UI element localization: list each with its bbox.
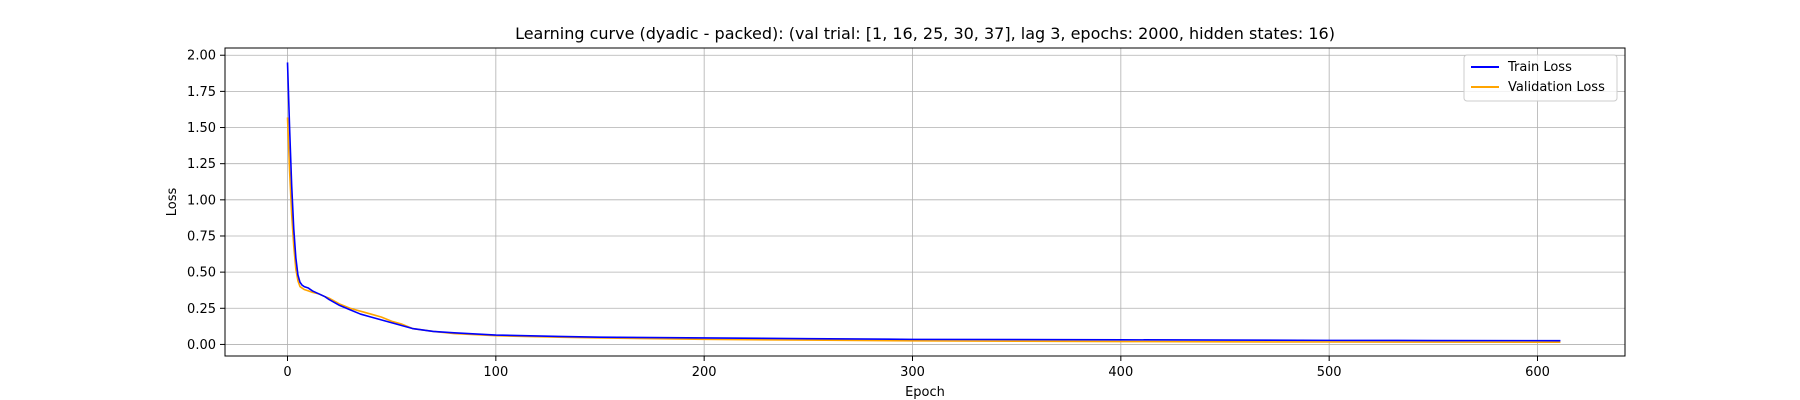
y-tick-label: 1.75 [187,85,216,100]
legend-label-validation: Validation Loss [1508,80,1605,95]
ticks-layer: 0 100 200 300 400 500 600 0.00 0.25 0.50 0.75 1.00 1… [187,49,1550,380]
grid-layer [225,48,1625,356]
y-tick-label: 2.00 [187,49,216,64]
validation-loss-line [286,117,1561,344]
y-tick-label: 0.50 [187,266,216,281]
y-tick-label: 1.00 [187,193,216,208]
legend: Train Loss Validation Loss [1463,54,1618,102]
y-tick-label: 0.25 [187,302,216,317]
y-axis-label: Loss [165,188,180,217]
legend-box [1463,54,1618,102]
x-tick-label: 100 [483,365,508,380]
chart-title: Learning curve (dyadic - packed): (val t… [515,24,1335,43]
x-tick-label: 200 [692,365,717,380]
y-tick-label: 1.25 [187,157,216,172]
train-loss-line [286,62,1561,342]
x-tick-label: 500 [1317,365,1342,380]
plot-frame [224,47,1626,357]
x-axis-label: Epoch [905,385,945,400]
x-tick-label: 600 [1525,365,1550,380]
x-tick-label: 300 [900,365,925,380]
x-tick-label: 400 [1108,365,1133,380]
y-tick-label: 0.00 [187,338,216,353]
y-tick-label: 0.75 [187,229,216,244]
y-tick-label: 1.50 [187,121,216,136]
legend-label-train: Train Loss [1507,60,1572,75]
series-layer [286,62,1561,344]
x-tick-label: 0 [283,365,291,380]
